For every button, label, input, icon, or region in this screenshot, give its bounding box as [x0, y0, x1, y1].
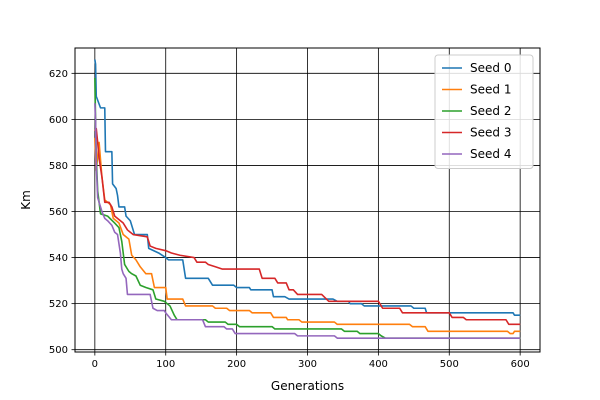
legend-label: Seed 0	[470, 61, 511, 75]
series-line-seed-4	[94, 103, 521, 339]
series-line-seed-3	[94, 127, 521, 326]
x-ticks: 0 100 200 300 400 500 600	[92, 352, 530, 370]
legend: Seed 0 Seed 1 Seed 2 Seed 3 Seed 4	[434, 54, 534, 169]
x-tick-label: 100	[156, 359, 175, 370]
legend-label: Seed 2	[470, 104, 511, 118]
y-tick-label: 580	[49, 161, 68, 172]
x-tick-label: 0	[92, 359, 98, 370]
x-tick-label: 600	[511, 359, 530, 370]
y-tick-label: 600	[49, 115, 68, 126]
series-group	[94, 59, 521, 339]
series-line-seed-0	[94, 59, 521, 316]
legend-box	[434, 54, 534, 169]
series-line-seed-1	[94, 137, 521, 335]
y-axis-label: Km	[19, 190, 33, 210]
x-tick-label: 300	[298, 359, 317, 370]
x-tick-label: 200	[227, 359, 246, 370]
x-axis-label: Generations	[271, 379, 344, 393]
legend-label: Seed 4	[470, 147, 511, 161]
legend-label: Seed 3	[470, 126, 511, 140]
y-tick-label: 540	[49, 253, 68, 264]
y-tick-label: 620	[49, 69, 68, 80]
y-ticks: 500 520 540 560 580 600 620	[49, 69, 75, 356]
y-tick-label: 560	[49, 207, 68, 218]
legend-label: Seed 1	[470, 83, 511, 97]
series-line-seed-2	[94, 77, 521, 339]
y-tick-label: 500	[49, 345, 68, 356]
x-tick-label: 400	[369, 359, 388, 370]
y-tick-label: 520	[49, 299, 68, 310]
x-tick-label: 500	[440, 359, 459, 370]
